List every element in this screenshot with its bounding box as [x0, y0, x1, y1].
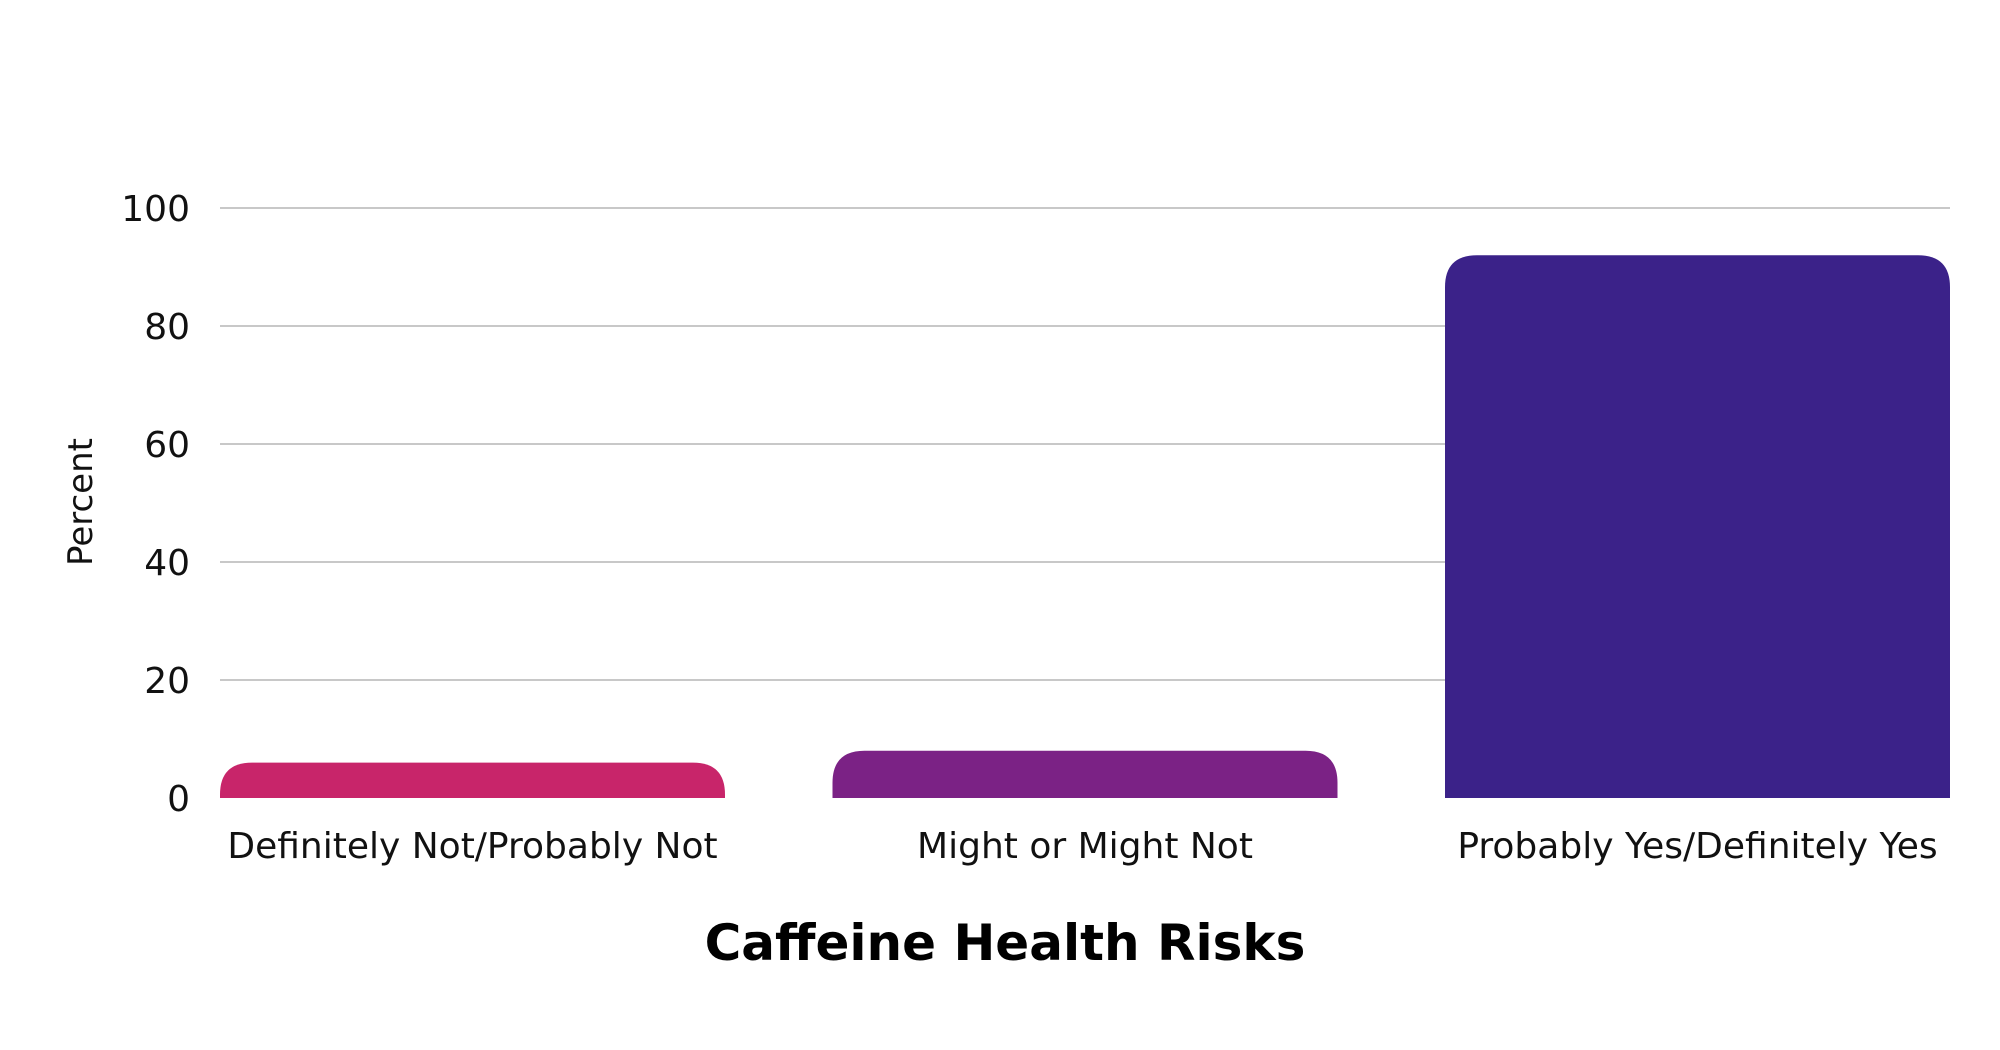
- x-axis-category-labels: Definitely Not/Probably Not Might or Migh…: [227, 826, 1937, 867]
- y-tick-label-20: 20: [144, 661, 190, 702]
- y-axis-title: Percent: [61, 438, 101, 566]
- y-tick-label-40: 40: [144, 543, 190, 584]
- bar-3: [1445, 255, 1950, 798]
- x-category-label-1: Definitely Not/Probably Not: [227, 826, 717, 867]
- y-tick-label-0: 0: [167, 779, 190, 820]
- bars: [220, 255, 1950, 798]
- chart-title: Caffeine Health Risks: [705, 914, 1306, 972]
- bar-2: [832, 750, 1338, 798]
- x-category-label-3: Probably Yes/Definitely Yes: [1457, 826, 1937, 867]
- y-tick-label-100: 100: [121, 189, 190, 230]
- x-category-label-2: Might or Might Not: [917, 826, 1253, 867]
- bar-1: [220, 762, 725, 798]
- y-tick-label-60: 60: [144, 425, 190, 466]
- y-tick-label-80: 80: [144, 307, 190, 348]
- y-axis-ticks: 0 20 40 60 80 100: [121, 189, 190, 820]
